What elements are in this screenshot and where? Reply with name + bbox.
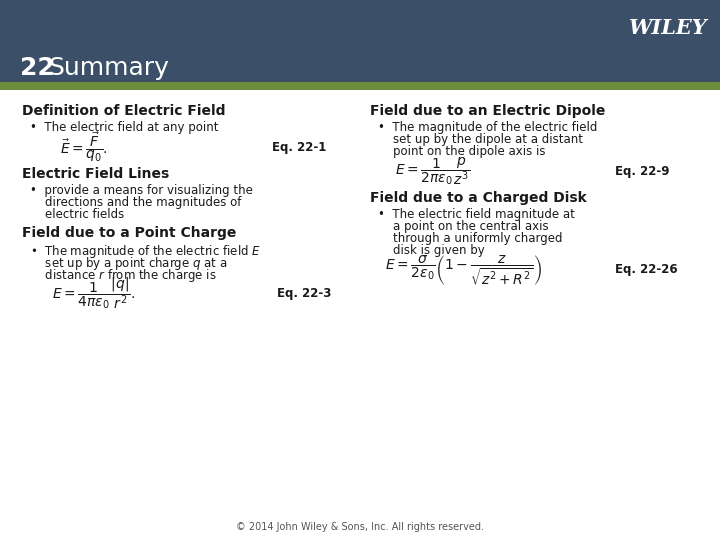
Text: $E = \dfrac{1}{4\pi\varepsilon_0}\dfrac{|q|}{r^2}.$: $E = \dfrac{1}{4\pi\varepsilon_0}\dfrac{…: [52, 275, 135, 311]
Text: Summary: Summary: [48, 56, 169, 80]
Text: Eq. 22-26: Eq. 22-26: [615, 264, 678, 276]
Text: $E = \dfrac{\sigma}{2\varepsilon_0}\left(1 - \dfrac{z}{\sqrt{z^2+R^2}}\right)$: $E = \dfrac{\sigma}{2\varepsilon_0}\left…: [385, 253, 542, 287]
Text: Eq. 22-1: Eq. 22-1: [272, 140, 326, 153]
Bar: [0, 0, 720, 90]
Text: © 2014 John Wiley & Sons, Inc. All rights reserved.: © 2014 John Wiley & Sons, Inc. All right…: [236, 522, 484, 532]
Text: •  The electric field at any point: • The electric field at any point: [30, 121, 218, 134]
Text: set up by a point charge $q$ at a: set up by a point charge $q$ at a: [30, 255, 228, 272]
Text: through a uniformly charged: through a uniformly charged: [378, 232, 562, 245]
Text: point on the dipole axis is: point on the dipole axis is: [378, 145, 546, 158]
Text: WILEY: WILEY: [629, 18, 708, 38]
Text: Eq. 22-3: Eq. 22-3: [277, 287, 331, 300]
Text: directions and the magnitudes of: directions and the magnitudes of: [30, 196, 241, 209]
Text: •  The electric field magnitude at: • The electric field magnitude at: [378, 208, 575, 221]
Text: distance $r$ from the charge is: distance $r$ from the charge is: [30, 267, 217, 284]
Text: Eq. 22-9: Eq. 22-9: [615, 165, 670, 178]
Text: set up by the dipole at a distant: set up by the dipole at a distant: [378, 133, 583, 146]
Text: Field due to a Charged Disk: Field due to a Charged Disk: [370, 191, 587, 205]
Text: electric fields: electric fields: [30, 208, 125, 221]
Text: 22: 22: [20, 56, 55, 80]
Text: $\vec{E} = \dfrac{\vec{F}}{q_0}.$: $\vec{E} = \dfrac{\vec{F}}{q_0}.$: [60, 130, 108, 164]
Text: Electric Field Lines: Electric Field Lines: [22, 167, 169, 181]
Text: •  provide a means for visualizing the: • provide a means for visualizing the: [30, 184, 253, 197]
Bar: [0, 82, 720, 90]
Text: •  The magnitude of the electric field: • The magnitude of the electric field: [378, 121, 598, 134]
Text: disk is given by: disk is given by: [378, 244, 485, 257]
Bar: [0, 90, 720, 540]
Text: Definition of Electric Field: Definition of Electric Field: [22, 104, 225, 118]
Text: $E = \dfrac{1}{2\pi\varepsilon_0}\dfrac{p}{z^3}$: $E = \dfrac{1}{2\pi\varepsilon_0}\dfrac{…: [395, 155, 470, 187]
Text: Field due to a Point Charge: Field due to a Point Charge: [22, 226, 236, 240]
Text: Field due to an Electric Dipole: Field due to an Electric Dipole: [370, 104, 606, 118]
Text: •  The magnitude of the electric field $E$: • The magnitude of the electric field $E…: [30, 243, 261, 260]
Text: a point on the central axis: a point on the central axis: [378, 220, 549, 233]
